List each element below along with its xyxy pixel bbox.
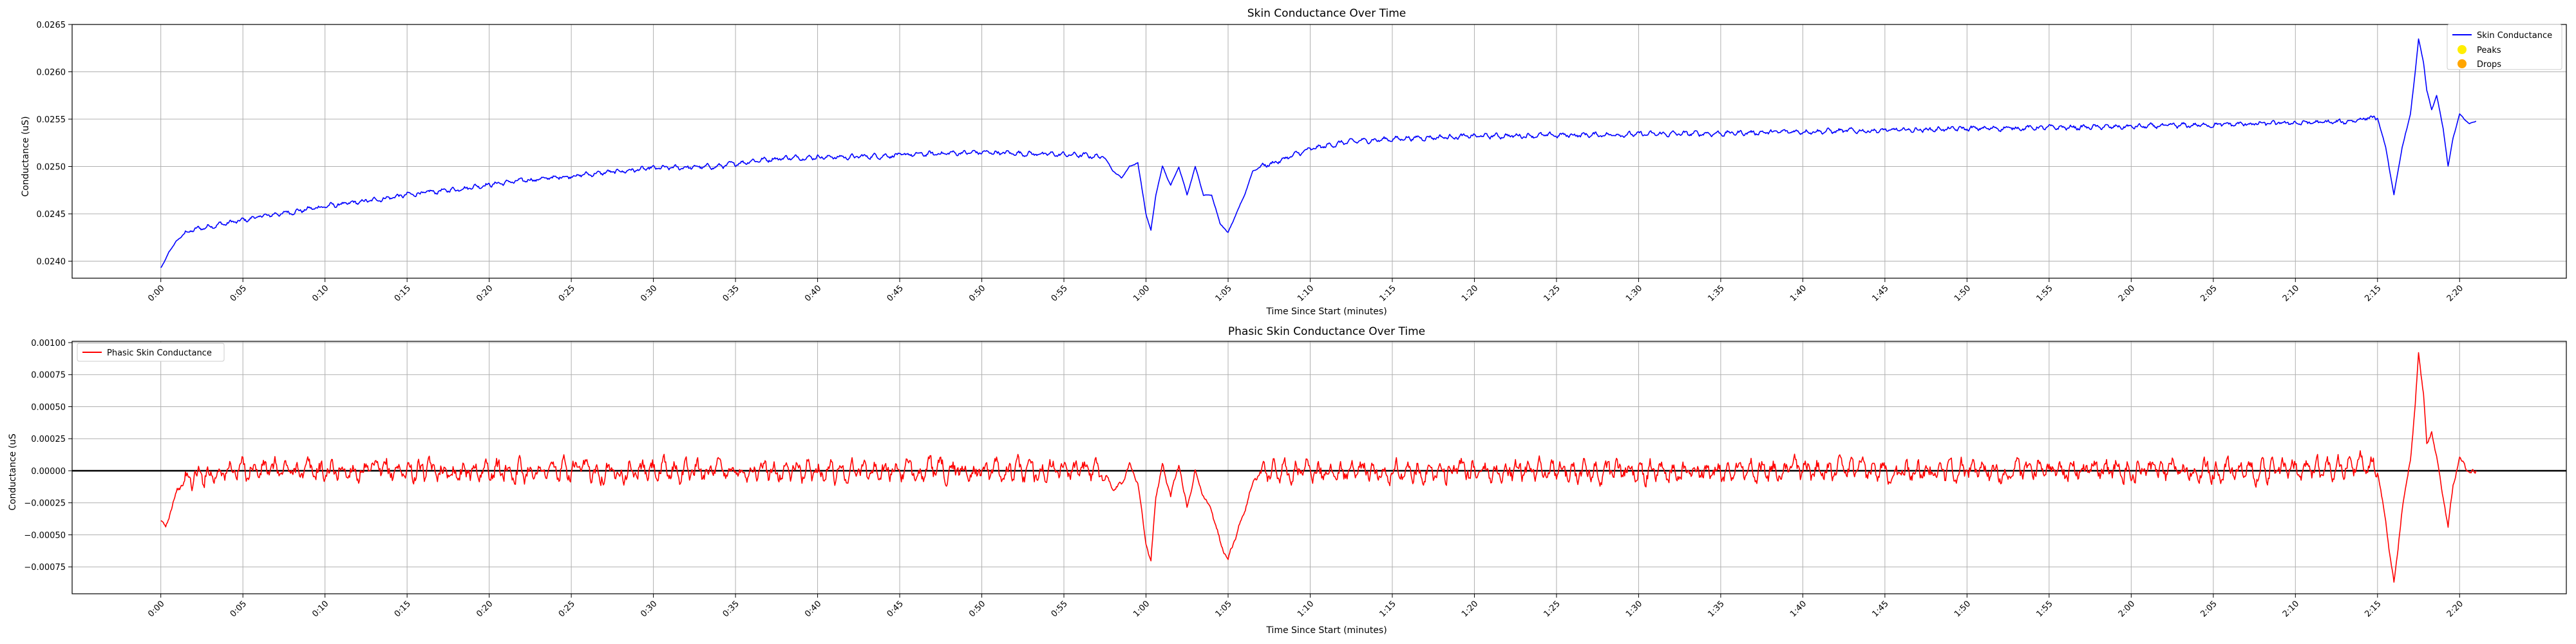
top-y-tick-label: 0.0255	[37, 115, 66, 125]
bottom-y-tick-label: 0.00000	[31, 467, 66, 477]
top-x-axis-label: Time Since Start (minutes)	[1265, 307, 1387, 317]
bottom-y-tick-label: −0.00025	[24, 499, 66, 509]
legend-peaks-marker	[2458, 45, 2467, 54]
top-y-tick-label: 0.0265	[37, 21, 66, 30]
top-grid	[72, 24, 2566, 278]
bottom-y-tick-label: 0.00075	[31, 371, 66, 381]
bottom-y-axis-label: Conductance (uS	[8, 433, 18, 511]
bottom-series	[160, 352, 2477, 583]
top-y-tick-label: 0.0240	[37, 258, 66, 267]
top-legend-box	[2447, 24, 2562, 70]
bottom-plot-frame	[71, 341, 2567, 594]
bottom-y-tick-label: 0.00025	[31, 435, 66, 444]
bottom-grid	[72, 341, 2566, 594]
legend-drops-marker	[2458, 59, 2467, 68]
top-y-tick-label: 0.0245	[37, 210, 66, 220]
bottom-y-tick-label: −0.00075	[24, 563, 66, 573]
bottom-y-ticks: −0.00075 −0.00050 −0.00025 0.00000 0.00025 0.…	[24, 339, 72, 573]
legend-phasic-label: Phasic Skin Conductance	[107, 348, 212, 358]
top-y-ticks: 0.0240 0.0245 0.0250 0.0255 0.0260 0.0265	[37, 21, 72, 267]
bottom-y-tick-label: 0.00100	[31, 339, 66, 348]
bottom-series-line	[160, 352, 2477, 583]
bottom-chart-title: Phasic Skin Conductance Over Time	[1228, 325, 1425, 338]
legend-skin-conductance-label: Skin Conductance	[2477, 31, 2552, 41]
phasic-skin-conductance-subplot: 0:00 0:05 0:10 0:15 0:20 0:25 0:30 0:35 0:40 0:45…	[8, 325, 2567, 636]
bottom-legend-box	[77, 343, 225, 362]
bottom-x-axis-label: Time Since Start (minutes)	[1265, 625, 1387, 636]
bottom-y-tick-label: −0.00050	[24, 531, 66, 540]
top-y-axis-label: Conductance (uS)	[21, 116, 31, 196]
top-y-tick-label: 0.0250	[37, 163, 66, 173]
bottom-legend: Phasic Skin Conductance	[77, 343, 225, 362]
top-plot-frame	[71, 24, 2567, 279]
legend-peaks-label: Peaks	[2477, 46, 2501, 55]
top-series-line	[160, 38, 2477, 269]
top-chart-title: Skin Conductance Over Time	[1247, 7, 1406, 20]
top-series	[160, 38, 2477, 269]
legend-drops-label: Drops	[2477, 60, 2501, 70]
top-y-tick-label: 0.0260	[37, 68, 66, 78]
bottom-y-tick-label: 0.00050	[31, 402, 66, 412]
top-legend: Skin Conductance Peaks Drops	[2447, 24, 2562, 70]
